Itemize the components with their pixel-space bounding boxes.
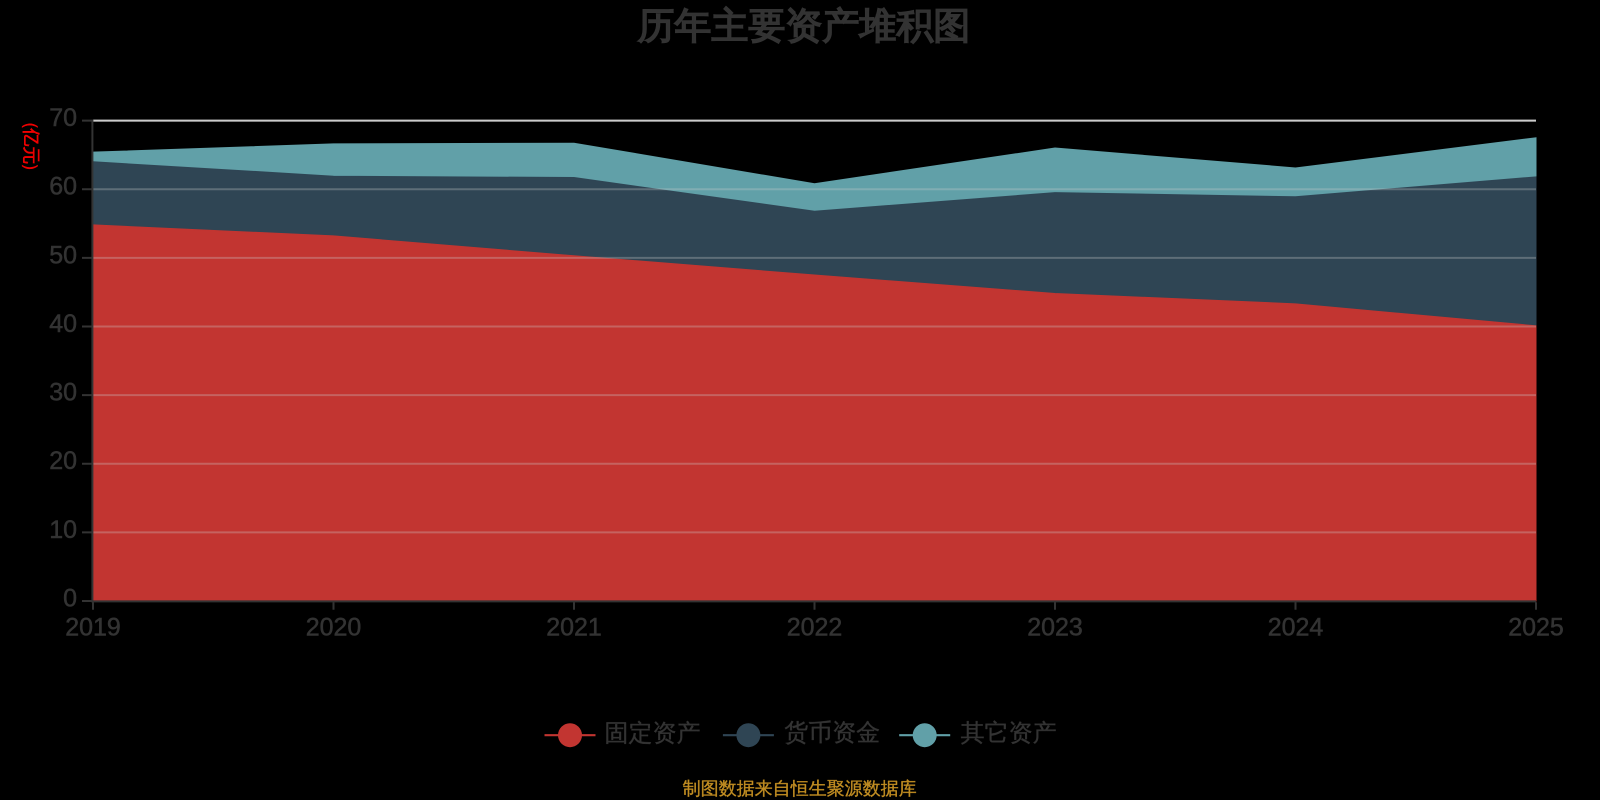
svg-text:60: 60: [49, 173, 77, 201]
svg-text:2019: 2019: [65, 613, 121, 641]
svg-text:2020: 2020: [306, 613, 362, 641]
svg-text:20: 20: [49, 447, 77, 475]
svg-text:0: 0: [63, 585, 77, 613]
svg-text:2021: 2021: [546, 613, 602, 641]
svg-text:70: 70: [49, 104, 77, 132]
svg-text:10: 10: [49, 516, 77, 544]
svg-text:2024: 2024: [1268, 613, 1324, 641]
svg-text:50: 50: [49, 241, 77, 269]
svg-text:30: 30: [49, 379, 77, 407]
svg-text:40: 40: [49, 310, 77, 338]
svg-text:2022: 2022: [787, 613, 843, 641]
svg-text:2023: 2023: [1027, 613, 1083, 641]
svg-text:2025: 2025: [1508, 613, 1564, 641]
